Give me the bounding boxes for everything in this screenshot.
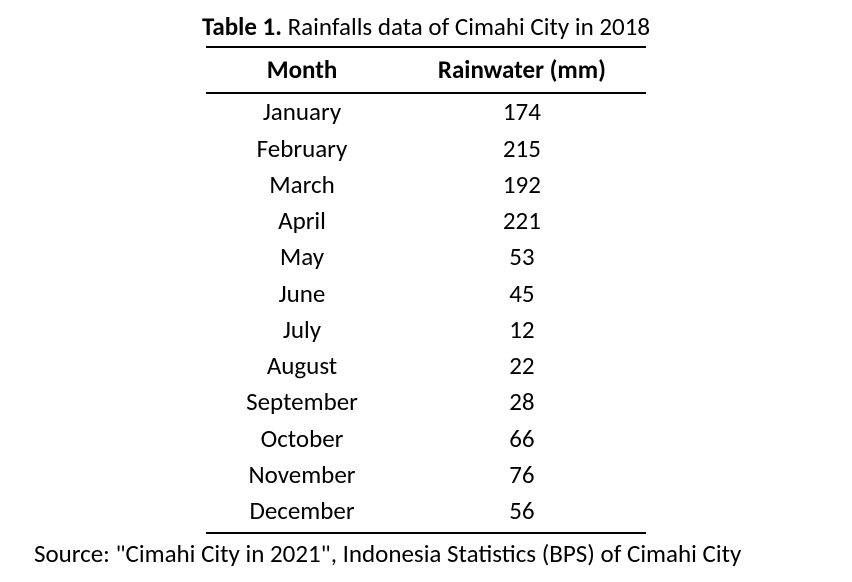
cell-month: October bbox=[206, 421, 398, 457]
cell-value: 12 bbox=[398, 312, 646, 348]
table-caption-text: Rainfalls data of Cimahi City in 2018 bbox=[288, 11, 651, 42]
cell-month: February bbox=[206, 131, 398, 167]
cell-value: 192 bbox=[398, 167, 646, 203]
table-row: December 56 bbox=[206, 493, 646, 533]
cell-value: 45 bbox=[398, 276, 646, 312]
table-row: March 192 bbox=[206, 167, 646, 203]
table-row: October 66 bbox=[206, 421, 646, 457]
cell-value: 221 bbox=[398, 203, 646, 239]
table-row: August 22 bbox=[206, 348, 646, 384]
cell-month: January bbox=[206, 93, 398, 130]
table-row: June 45 bbox=[206, 276, 646, 312]
cell-value: 28 bbox=[398, 384, 646, 420]
table-row: April 221 bbox=[206, 203, 646, 239]
col-header-rainwater: Rainwater (mm) bbox=[398, 47, 646, 93]
cell-month: December bbox=[206, 493, 398, 533]
cell-month: March bbox=[206, 167, 398, 203]
table-row: January 174 bbox=[206, 93, 646, 130]
table-row: July 12 bbox=[206, 312, 646, 348]
cell-value: 66 bbox=[398, 421, 646, 457]
table-figure: Table 1. Rainfalls data of Cimahi City i… bbox=[0, 0, 852, 569]
table-caption-label: Table 1. bbox=[202, 11, 282, 42]
cell-value: 174 bbox=[398, 93, 646, 130]
table-source: Source: "Cimahi City in 2021", Indonesia… bbox=[30, 538, 822, 569]
cell-month: April bbox=[206, 203, 398, 239]
rainfall-table: Month Rainwater (mm) January 174 Februar… bbox=[206, 46, 646, 534]
cell-month: May bbox=[206, 239, 398, 275]
table-row: February 215 bbox=[206, 131, 646, 167]
table-header-row: Month Rainwater (mm) bbox=[206, 47, 646, 93]
cell-value: 215 bbox=[398, 131, 646, 167]
col-header-month: Month bbox=[206, 47, 398, 93]
cell-month: July bbox=[206, 312, 398, 348]
table-row: September 28 bbox=[206, 384, 646, 420]
cell-month: September bbox=[206, 384, 398, 420]
cell-month: November bbox=[206, 457, 398, 493]
cell-month: August bbox=[206, 348, 398, 384]
cell-month: June bbox=[206, 276, 398, 312]
table-caption: Table 1. Rainfalls data of Cimahi City i… bbox=[30, 12, 822, 42]
cell-value: 53 bbox=[398, 239, 646, 275]
table-row: November 76 bbox=[206, 457, 646, 493]
table-row: May 53 bbox=[206, 239, 646, 275]
cell-value: 56 bbox=[398, 493, 646, 533]
cell-value: 22 bbox=[398, 348, 646, 384]
cell-value: 76 bbox=[398, 457, 646, 493]
